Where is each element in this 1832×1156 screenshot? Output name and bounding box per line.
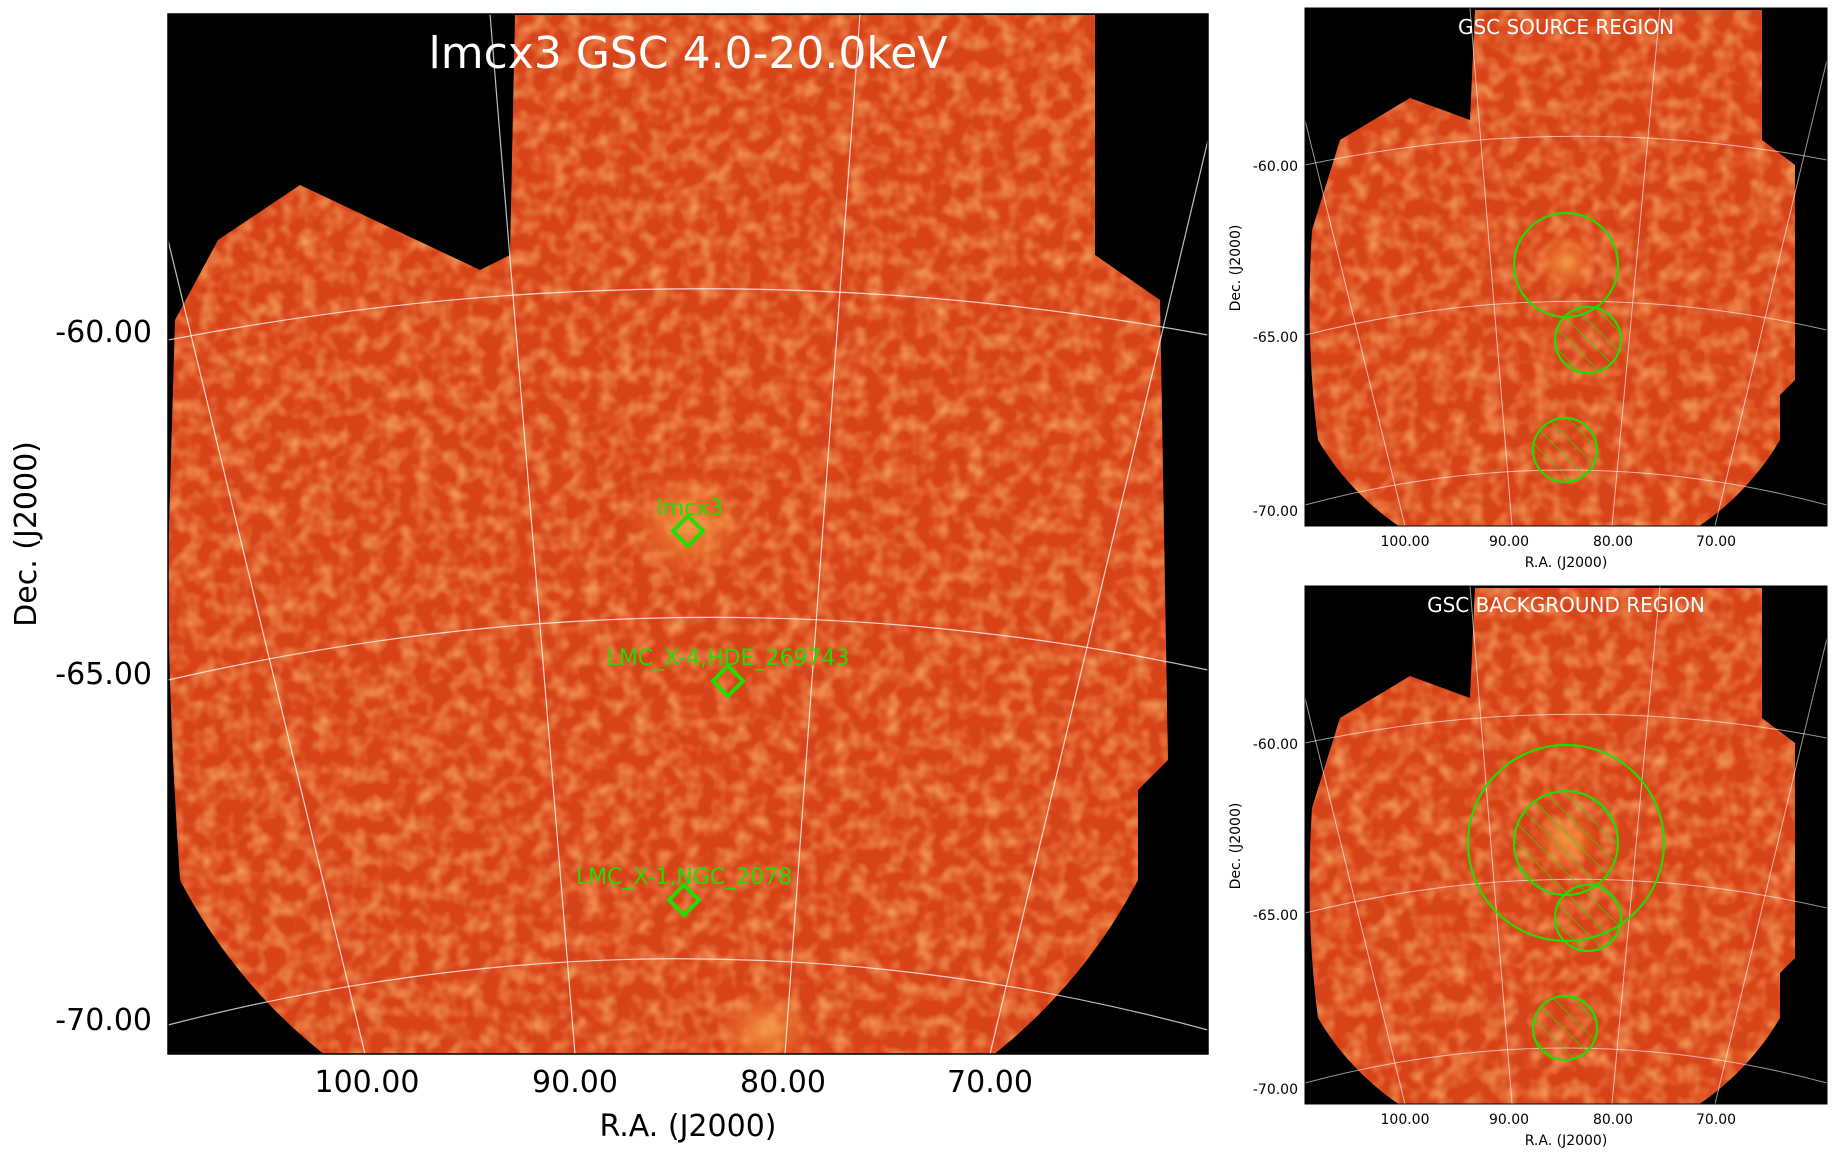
main-xtick-label: 90.00 [532,1065,618,1100]
source-xtick-label: 100.00 [1381,534,1430,550]
source-panel-glow [1534,232,1598,292]
background-exclusion-lmcx1[interactable] [1531,994,1599,1062]
main-xtick-label: 100.00 [315,1065,420,1100]
source-marker-lmcx1[interactable] [666,882,702,918]
background-exclusion-lmcx4[interactable] [1553,883,1623,953]
main-ytick-label: -60.00 [55,315,152,350]
background-xtick-label: 100.00 [1381,1112,1430,1128]
source-label-lmcx1: LMC_X-1,NGC_2078 [576,865,792,890]
exclusion-region-lmcx1[interactable] [1531,416,1599,484]
background-ylabel: Dec. (J2000) [1228,803,1244,890]
source-xtick-label: 70.00 [1696,534,1736,550]
main-xlabel: R.A. (J2000) [600,1109,777,1144]
source-label-lmcx3: lmcx3 [657,496,724,521]
source-region-panel: GSC SOURCE REGION -60.00 -65.00 -70.00 1… [1228,7,1828,571]
background-exclusion-source[interactable] [1512,789,1620,897]
main-xtick-label: 70.00 [947,1065,1033,1100]
main-ytick-label: -65.00 [55,657,152,692]
background-coordinate-grid [1305,586,1827,1104]
source-marker-lmcx4[interactable] [710,663,746,699]
background-ytick-label: -70.00 [1253,1082,1298,1098]
source-marker-lmcx3[interactable] [670,513,706,549]
source-xlabel: R.A. (J2000) [1525,555,1608,571]
source-ytick-label: -60.00 [1253,159,1298,175]
main-ytick-label: -70.00 [55,1003,152,1038]
source-ytick-label: -70.00 [1253,504,1298,520]
background-axes-frame [1304,585,1828,1105]
main-panel: lmcx3 GSC 4.0-20.0keV lmcx3 LMC_X-4,HDE_… [9,13,1209,1144]
source-axes-frame [1304,7,1828,527]
source-xtick-label: 80.00 [1593,534,1633,550]
main-axes-frame [167,13,1209,1055]
source-markers [666,513,746,918]
main-coordinate-grid [168,14,1208,1054]
bottom-glow [715,990,815,1054]
source-ytick-label: -65.00 [1253,330,1298,346]
source-ylabel: Dec. (J2000) [1228,225,1244,312]
source-label-lmcx4: LMC_X-4,HDE_269743 [607,646,850,671]
exclusion-region-lmcx4[interactable] [1553,305,1623,375]
source-panel-title: GSC SOURCE REGION [1458,15,1674,39]
background-xtick-label: 90.00 [1489,1112,1529,1128]
background-ytick-label: -60.00 [1253,737,1298,753]
background-panel-title: GSC BACKGROUND REGION [1427,593,1705,617]
background-region-panel: GSC BACKGROUND REGION -60.00 -65.00 -70.… [1228,585,1828,1149]
source-xtick-label: 90.00 [1489,534,1529,550]
main-ylabel: Dec. (J2000) [9,441,44,627]
background-ytick-label: -65.00 [1253,908,1298,924]
main-title: lmcx3 GSC 4.0-20.0keV [429,28,948,79]
background-xlabel: R.A. (J2000) [1525,1133,1608,1149]
background-xtick-label: 80.00 [1593,1112,1633,1128]
main-xtick-label: 80.00 [740,1065,826,1100]
source-glow [628,470,748,580]
background-xtick-label: 70.00 [1696,1112,1736,1128]
